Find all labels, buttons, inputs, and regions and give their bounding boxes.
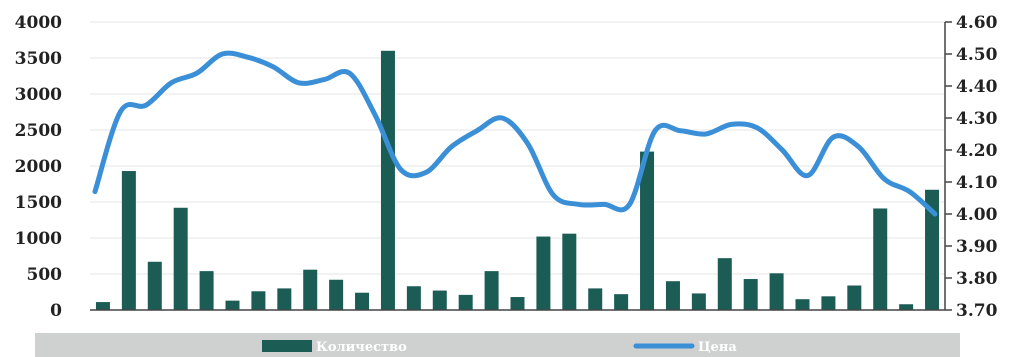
- left-tick-label: 1000: [15, 229, 62, 249]
- right-tick-label: 3.90: [956, 237, 998, 257]
- legend: Количество Цена: [35, 333, 960, 357]
- bar-quantity: [769, 273, 784, 310]
- bar-quantity: [173, 207, 188, 310]
- bar-quantity: [873, 208, 888, 310]
- bar-quantity: [847, 285, 862, 310]
- bar-quantity: [147, 261, 162, 310]
- bar-quantity: [717, 258, 732, 310]
- bar-quantity: [199, 271, 214, 310]
- bar-quantity: [277, 288, 292, 310]
- bar-quantity: [484, 271, 499, 310]
- legend-label-quantity: Количество: [316, 340, 407, 355]
- bar-quantity: [925, 189, 940, 310]
- left-tick-label: 3500: [15, 49, 62, 69]
- bar-quantity: [821, 296, 836, 310]
- left-tick-label: 2500: [15, 121, 62, 141]
- bar-quantity: [251, 291, 266, 310]
- right-tick-label: 3.70: [956, 301, 998, 321]
- bar-quantity: [614, 294, 629, 310]
- bar-quantity: [355, 292, 370, 310]
- legend-label-price: Цена: [698, 340, 737, 355]
- bar-quantity: [562, 233, 577, 310]
- bars: [95, 50, 940, 311]
- right-tick-label: 4.40: [956, 77, 998, 97]
- right-tick-label: 4.30: [956, 109, 998, 129]
- bar-quantity: [225, 300, 240, 310]
- left-tick-label: 1500: [15, 193, 62, 213]
- bar-quantity: [432, 290, 447, 310]
- legend-swatch-quantity: [262, 340, 312, 352]
- bar-quantity: [458, 294, 473, 310]
- right-tick-label: 4.00: [956, 205, 998, 225]
- bar-quantity: [795, 299, 810, 310]
- left-axis-ticks: 0 500 1000 1500 2000 2500 3000 3500 4000: [15, 13, 62, 321]
- bar-quantity: [691, 293, 706, 310]
- bar-quantity: [536, 236, 551, 310]
- bar-quantity: [510, 297, 525, 310]
- bar-quantity: [121, 171, 136, 310]
- right-tick-label: 3.80: [956, 269, 998, 289]
- left-tick-label: 500: [27, 265, 63, 285]
- price-line: [92, 50, 938, 217]
- left-tick-label: 0: [50, 301, 62, 321]
- bar-quantity: [743, 279, 758, 310]
- right-tick-label: 4.20: [956, 141, 998, 161]
- left-tick-label: 2000: [15, 157, 62, 177]
- right-tick-label: 4.50: [956, 45, 998, 65]
- bar-quantity: [640, 151, 655, 310]
- axes: [90, 22, 946, 311]
- left-tick-label: 4000: [15, 13, 62, 33]
- bar-quantity: [899, 304, 914, 310]
- bar-quantity: [665, 281, 680, 310]
- bar-quantity: [303, 269, 318, 310]
- left-tick-label: 3000: [15, 85, 62, 105]
- right-tick-label: 4.10: [956, 173, 998, 193]
- bar-quantity: [95, 302, 110, 310]
- bar-quantity: [588, 288, 603, 310]
- bar-quantity: [380, 50, 395, 311]
- bar-quantity: [406, 286, 421, 310]
- bar-quantity: [329, 279, 344, 310]
- legend-band: [35, 333, 960, 357]
- right-axis-ticks: 3.70 3.80 3.90 4.00 4.10 4.20 4.30 4.40 4.50 4.60: [945, 13, 998, 321]
- line-price: [92, 50, 938, 217]
- right-tick-label: 4.60: [956, 13, 998, 33]
